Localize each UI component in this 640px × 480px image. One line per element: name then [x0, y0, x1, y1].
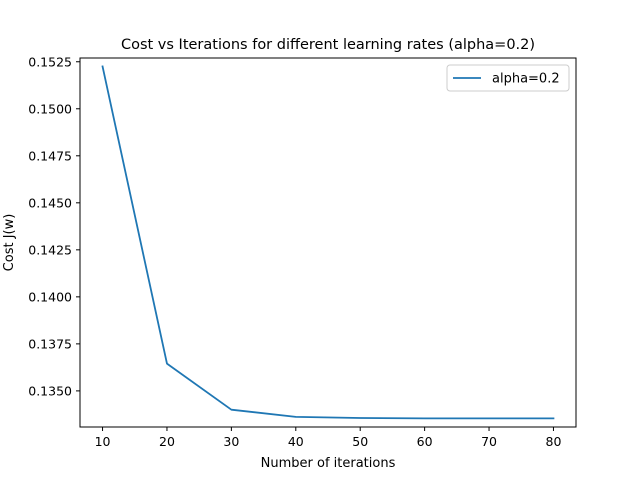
x-tick-label: 30: [223, 434, 239, 449]
y-axis-ticks: 0.1350 0.1375 0.1400 0.1425 0.1450 0.1475 0.15…: [28, 54, 80, 398]
series-line-0: [101, 65, 555, 420]
x-tick-label: 60: [417, 434, 433, 449]
x-tick-label: 40: [288, 434, 304, 449]
y-tick-label: 0.1350: [28, 383, 72, 398]
y-axis-label: Cost J(w): [2, 214, 17, 272]
legend-entry-label: alpha=0.2: [492, 72, 560, 87]
legend: alpha=0.2: [446, 64, 570, 92]
y-tick-label: 0.1525: [28, 54, 72, 69]
x-tick-label: 80: [546, 434, 562, 449]
legend-box: [446, 64, 570, 92]
x-axis-ticks: 10 20 30 40 50 60 70 80: [95, 427, 562, 449]
x-tick-label: 50: [352, 434, 368, 449]
x-tick-label: 70: [481, 434, 497, 449]
y-tick-label: 0.1400: [28, 289, 72, 304]
series-layer: [101, 65, 555, 420]
x-tick-label: 20: [159, 434, 175, 449]
y-tick-label: 0.1425: [28, 242, 72, 257]
x-axis-label: Number of iterations: [261, 456, 396, 471]
chart-title: Cost vs Iterations for different learnin…: [121, 37, 535, 53]
y-tick-label: 0.1500: [28, 101, 72, 116]
plot-frame: [79, 57, 577, 428]
y-tick-label: 0.1375: [28, 336, 72, 351]
y-tick-label: 0.1475: [28, 148, 72, 163]
y-tick-label: 0.1450: [28, 195, 72, 210]
x-tick-label: 10: [95, 434, 111, 449]
